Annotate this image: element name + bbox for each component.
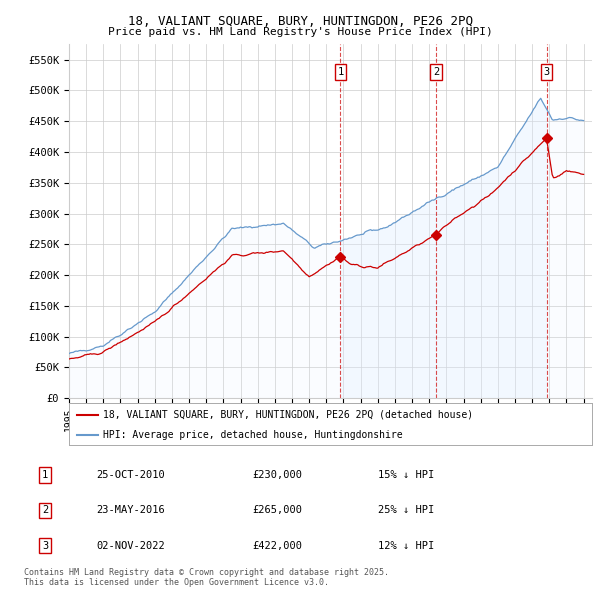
Text: 25% ↓ HPI: 25% ↓ HPI <box>378 506 434 515</box>
Text: 2: 2 <box>433 67 439 77</box>
Text: HPI: Average price, detached house, Huntingdonshire: HPI: Average price, detached house, Hunt… <box>103 430 403 440</box>
Text: £422,000: £422,000 <box>252 541 302 550</box>
Text: 15% ↓ HPI: 15% ↓ HPI <box>378 470 434 480</box>
Text: 18, VALIANT SQUARE, BURY, HUNTINGDON, PE26 2PQ: 18, VALIANT SQUARE, BURY, HUNTINGDON, PE… <box>128 15 473 28</box>
Text: Price paid vs. HM Land Registry's House Price Index (HPI): Price paid vs. HM Land Registry's House … <box>107 27 493 37</box>
Text: 12% ↓ HPI: 12% ↓ HPI <box>378 541 434 550</box>
Text: 1: 1 <box>42 470 48 480</box>
Text: Contains HM Land Registry data © Crown copyright and database right 2025.
This d: Contains HM Land Registry data © Crown c… <box>24 568 389 587</box>
Text: 1: 1 <box>337 67 344 77</box>
Text: 2: 2 <box>42 506 48 515</box>
Text: 3: 3 <box>42 541 48 550</box>
Text: 02-NOV-2022: 02-NOV-2022 <box>96 541 165 550</box>
Text: 3: 3 <box>544 67 550 77</box>
Text: 18, VALIANT SQUARE, BURY, HUNTINGDON, PE26 2PQ (detached house): 18, VALIANT SQUARE, BURY, HUNTINGDON, PE… <box>103 410 473 420</box>
Text: £230,000: £230,000 <box>252 470 302 480</box>
Text: £265,000: £265,000 <box>252 506 302 515</box>
Text: 25-OCT-2010: 25-OCT-2010 <box>96 470 165 480</box>
Text: 23-MAY-2016: 23-MAY-2016 <box>96 506 165 515</box>
